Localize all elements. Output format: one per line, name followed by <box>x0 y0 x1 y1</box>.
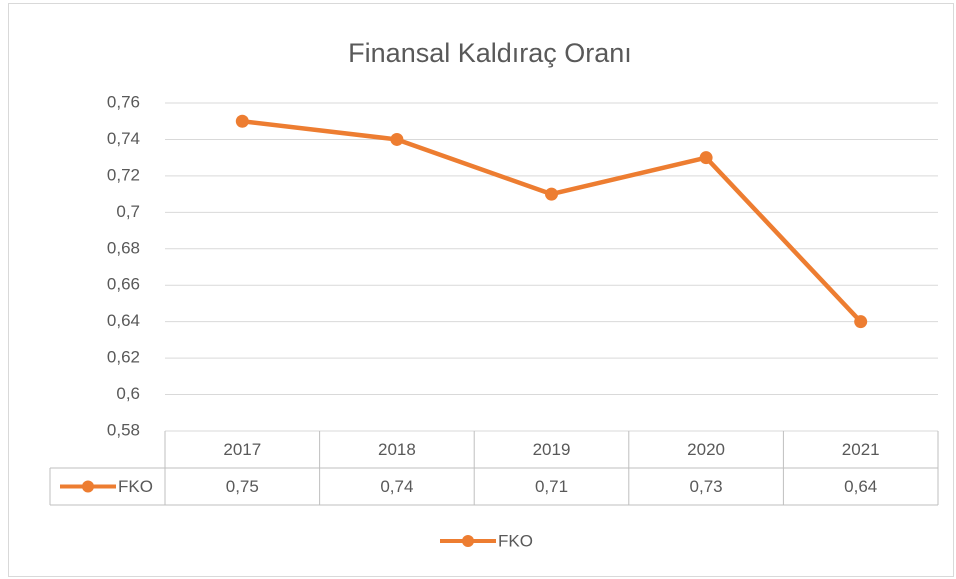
table-value: 0,75 <box>226 477 259 496</box>
chart-title: Finansal Kaldıraç Oranı <box>348 38 632 68</box>
table-value: 0,71 <box>535 477 568 496</box>
x-tick-label: 2019 <box>533 440 571 459</box>
y-tick-label: 0,62 <box>107 348 140 367</box>
table-value: 0,74 <box>380 477 413 496</box>
y-tick-label: 0,72 <box>107 165 140 184</box>
x-tick-label: 2017 <box>223 440 261 459</box>
legend-marker-dot <box>462 535 474 547</box>
table-value: 0,73 <box>690 477 723 496</box>
point <box>235 114 249 128</box>
y-tick-label: 0,68 <box>107 238 140 257</box>
point <box>699 151 713 165</box>
point <box>390 132 404 146</box>
y-tick-label: 0,64 <box>107 311 140 330</box>
table-legend-marker-dot <box>82 480 94 493</box>
y-tick-label: 0,74 <box>107 129 140 148</box>
chart-border <box>8 3 954 577</box>
y-tick-label: 0,66 <box>107 275 140 294</box>
y-tick-label: 0,58 <box>107 420 140 439</box>
y-tick-label: 0,76 <box>107 92 140 111</box>
table-series-name: FKO <box>118 477 153 496</box>
x-tick-label: 2020 <box>687 440 725 459</box>
point <box>545 187 558 201</box>
x-tick-label: 2021 <box>842 440 880 459</box>
table-value: 0,64 <box>844 477 877 496</box>
point <box>854 315 868 329</box>
y-tick-label: 0,6 <box>116 384 140 403</box>
y-tick-label: 0,7 <box>116 202 140 221</box>
legend-label: FKO <box>498 531 533 550</box>
x-tick-label: 2018 <box>378 440 416 459</box>
